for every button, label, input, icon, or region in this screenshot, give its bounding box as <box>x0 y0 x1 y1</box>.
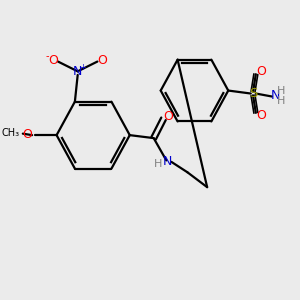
Text: N: N <box>271 89 280 102</box>
Text: O: O <box>22 128 32 141</box>
Text: S: S <box>249 87 257 100</box>
Text: N: N <box>163 155 172 168</box>
Text: O: O <box>97 54 107 67</box>
Text: O: O <box>164 110 173 123</box>
Text: O: O <box>256 109 266 122</box>
Text: H: H <box>277 86 285 96</box>
Text: -: - <box>46 51 49 61</box>
Text: H: H <box>154 159 163 169</box>
Text: CH₃: CH₃ <box>2 128 20 138</box>
Text: H: H <box>277 96 285 106</box>
Text: +: + <box>79 63 86 72</box>
Text: N: N <box>73 65 82 78</box>
Text: O: O <box>256 65 266 78</box>
Text: O: O <box>48 54 58 67</box>
